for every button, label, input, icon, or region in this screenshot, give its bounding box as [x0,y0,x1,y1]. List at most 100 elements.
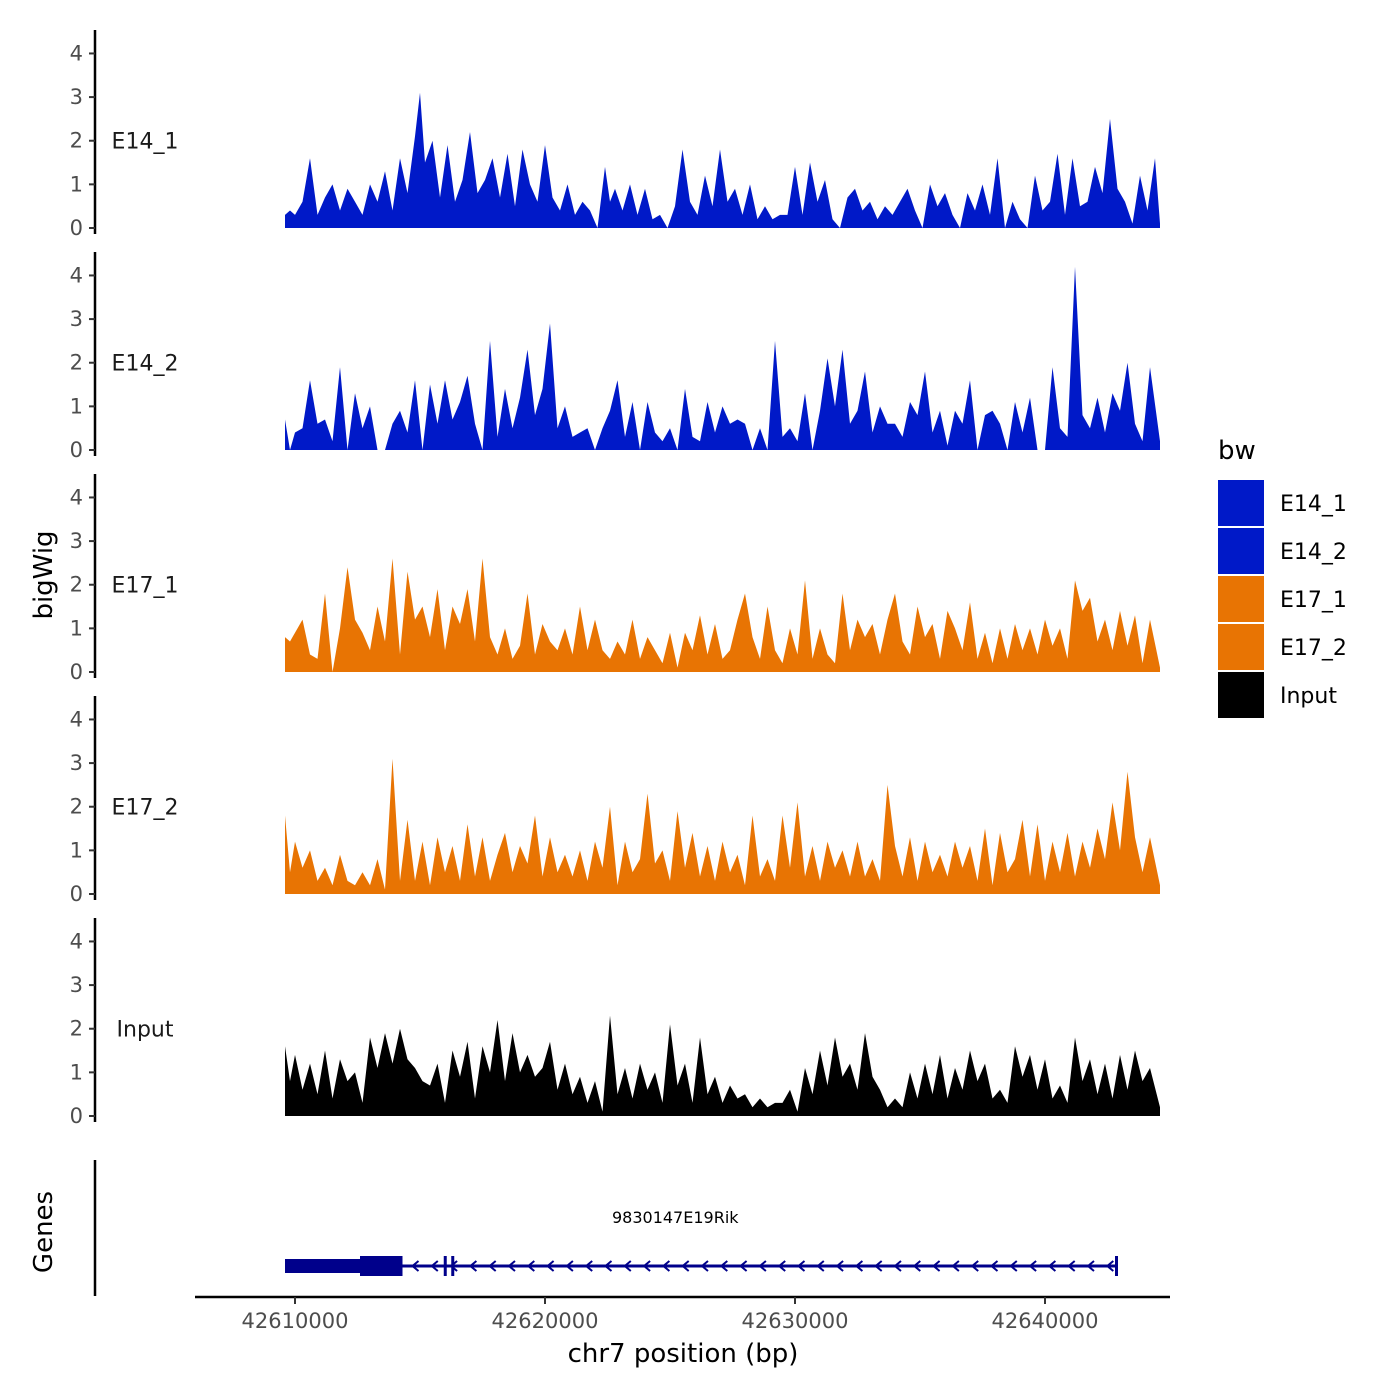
x-tick-label: 42640000 [992,1309,1099,1333]
strand-arrow [584,1260,593,1272]
gene-exon [360,1256,403,1276]
legend-swatch [1218,576,1264,622]
panel-label: E14_1 [112,130,179,155]
strand-arrow [739,1260,748,1272]
y-tick-label: 2 [70,795,83,819]
strand-arrow [700,1260,709,1272]
y-tick-label: 4 [70,485,83,509]
strand-arrow [719,1260,728,1272]
y-tick-label: 4 [70,929,83,953]
y-tick-label: 1 [70,616,83,640]
gene-name: 9830147E19Rik [612,1208,739,1227]
y-tick-label: 2 [70,573,83,597]
y-tick-label: 2 [70,129,83,153]
strand-arrow [526,1260,535,1272]
strand-arrow [623,1260,632,1272]
strand-arrow [565,1260,574,1272]
legend-swatch [1218,480,1264,526]
y-tick-label: 3 [70,751,83,775]
signal-panels: 0 1 2 3 4 E14_1 0 1 2 3 4 E14_2 0 1 2 3 4 E17_1 0 1 2 3 4 E17_2… [70,30,1160,1128]
panel-label: E14_2 [112,352,179,377]
panel-label: E17_1 [112,574,179,599]
strand-arrow [1105,1260,1114,1272]
strand-arrow [1028,1260,1037,1272]
x-tick-label: 42610000 [242,1309,349,1333]
strand-arrow [989,1260,999,1272]
y-tick-label: 4 [70,707,83,731]
legend-swatch [1218,624,1264,670]
strand-arrow [912,1260,921,1272]
y-tick-label: 0 [70,660,83,684]
y-tick-label: 3 [70,85,83,109]
strand-arrow [488,1260,497,1272]
panel-e14-1: 0 1 2 3 4 E14_1 [70,30,1160,240]
strand-arrow [681,1260,690,1272]
legend-swatch [1218,672,1264,718]
legend-label: Input [1280,684,1337,709]
x-axis-title: chr7 position (bp) [568,1339,799,1369]
strand-arrow [1009,1260,1018,1272]
x-tick-label: 42630000 [742,1309,849,1333]
strand-arrow [951,1260,960,1272]
strand-arrow [603,1260,613,1272]
y-tick-label: 3 [70,529,83,553]
y-axis-title: bigWig [29,530,59,619]
strand-arrow [874,1260,883,1272]
strand-arrow [642,1260,651,1272]
strand-arrow [1047,1260,1057,1272]
y-tick-label: 1 [70,172,83,196]
legend-title: bw [1218,436,1256,466]
y-tick-label: 1 [70,838,83,862]
y-tick-label: 3 [70,307,83,331]
strand-arrow [410,1260,420,1272]
panel-e14-2: 0 1 2 3 4 E14_2 [70,252,1160,462]
legend-label: E14_2 [1280,540,1347,565]
area-e14-1 [285,92,1160,228]
panel-e17-2: 0 1 2 3 4 E17_2 [70,696,1160,906]
gene-exon [451,1256,455,1276]
strand-arrow [816,1260,825,1272]
strand-arrow [777,1260,786,1272]
panel-e17-1: 0 1 2 3 4 E17_1 [70,474,1160,684]
legend-label: E17_2 [1280,636,1347,661]
y-tick-label: 0 [70,438,83,462]
y-tick-label: 2 [70,1017,83,1041]
gene-exon [285,1259,360,1273]
y-tick-label: 0 [70,882,83,906]
y-tick-label: 0 [70,1104,83,1128]
gene-track-title: Genes [29,1191,59,1273]
strand-arrow [507,1260,516,1272]
strand-arrow [1086,1260,1095,1272]
strand-arrow [468,1260,478,1272]
gene-exon [1115,1256,1118,1276]
strand-arrow [449,1260,458,1272]
legend-swatch [1218,528,1264,574]
strand-arrow [758,1260,767,1272]
strand-arrow [1067,1260,1076,1272]
panel-label: E17_2 [112,796,179,821]
y-tick-label: 1 [70,394,83,418]
y-tick-label: 1 [70,1060,83,1084]
gene-track: 9830147E19Rik [93,1160,1118,1296]
legend: bw E14_1 E14_2 E17_1 E17_2 Input [1218,436,1347,718]
strand-arrow [430,1260,439,1272]
legend-label: E14_1 [1280,492,1347,517]
strand-arrow [970,1260,979,1272]
x-tick-label: 42620000 [492,1309,599,1333]
area-e17-2 [285,758,1160,894]
strand-arrow [893,1260,902,1272]
y-tick-label: 2 [70,351,83,375]
strand-arrow [546,1260,555,1272]
x-axis: 42610000 42620000 42630000 42640000 [195,1295,1170,1333]
strand-arrow [661,1260,671,1272]
panel-label: Input [117,1018,174,1043]
strand-arrow [835,1260,844,1272]
strand-arrow [932,1260,941,1272]
strand-arrow [854,1260,864,1272]
area-input [285,1015,1160,1116]
y-tick-label: 0 [70,216,83,240]
legend-label: E17_1 [1280,588,1347,613]
area-e17-1 [285,558,1160,672]
y-tick-label: 4 [70,41,83,65]
